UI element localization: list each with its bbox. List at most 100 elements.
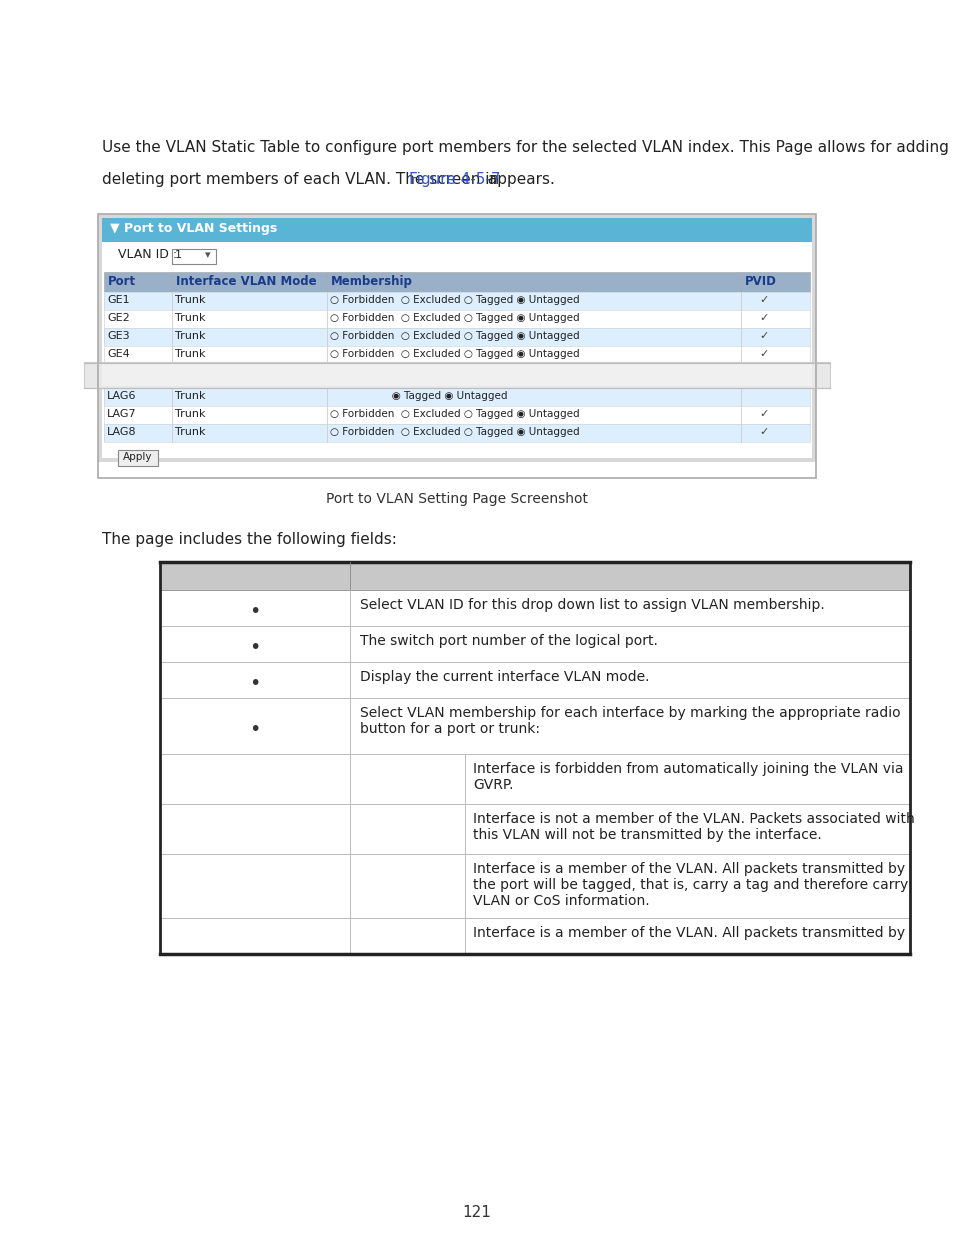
Text: Trunk: Trunk — [174, 331, 205, 341]
Bar — [104, 388, 809, 406]
Text: Trunk: Trunk — [174, 312, 205, 324]
Text: Interface VLAN Mode: Interface VLAN Mode — [175, 275, 316, 288]
Bar — [98, 214, 815, 462]
Text: •: • — [249, 674, 260, 693]
Bar — [84, 362, 829, 388]
Bar — [172, 272, 327, 291]
Bar — [327, 291, 740, 310]
Bar — [327, 310, 740, 329]
Bar — [104, 310, 809, 329]
Bar — [172, 424, 327, 442]
Text: Select VLAN membership for each interface by marking the appropriate radio
butto: Select VLAN membership for each interfac… — [359, 706, 900, 736]
Text: Port: Port — [108, 275, 136, 288]
Bar — [172, 346, 327, 364]
Bar — [172, 291, 327, 310]
Text: ✓: ✓ — [759, 295, 767, 305]
Bar — [102, 219, 811, 242]
Text: ✓: ✓ — [759, 331, 767, 341]
Text: ○ Forbidden  ○ Excluded ○ Tagged ◉ Untagged: ○ Forbidden ○ Excluded ○ Tagged ◉ Untagg… — [330, 427, 579, 437]
Bar — [160, 562, 909, 590]
Text: GE1: GE1 — [107, 295, 130, 305]
Text: •: • — [249, 720, 260, 739]
Bar — [740, 406, 809, 424]
Text: ○ Forbidden  ○ Excluded ○ Tagged ◉ Untagged: ○ Forbidden ○ Excluded ○ Tagged ◉ Untagg… — [330, 312, 579, 324]
Bar — [740, 291, 809, 310]
Text: GE3: GE3 — [107, 331, 130, 341]
Text: Interface is a member of the VLAN. All packets transmitted by
the port will be t: Interface is a member of the VLAN. All p… — [473, 862, 907, 909]
Text: GE2: GE2 — [107, 312, 130, 324]
Text: LAG8: LAG8 — [107, 427, 136, 437]
Bar — [327, 346, 740, 364]
Bar — [104, 329, 809, 346]
Bar — [98, 214, 815, 478]
Text: LAG6: LAG6 — [107, 391, 136, 401]
Bar — [104, 346, 172, 364]
Bar — [327, 406, 740, 424]
Bar — [740, 272, 809, 291]
Text: ○ Forbidden  ○ Excluded ○ Tagged ◉ Untagged: ○ Forbidden ○ Excluded ○ Tagged ◉ Untagg… — [330, 331, 579, 341]
Bar — [104, 272, 172, 291]
Text: ✓: ✓ — [759, 427, 767, 437]
Text: VLAN ID :: VLAN ID : — [118, 248, 181, 261]
Text: GE4: GE4 — [107, 350, 130, 359]
Text: ▼ Port to VLAN Settings: ▼ Port to VLAN Settings — [110, 222, 277, 235]
Bar — [160, 853, 909, 918]
Bar — [172, 310, 327, 329]
Bar — [172, 406, 327, 424]
Text: Figure 4-5-7: Figure 4-5-7 — [409, 172, 500, 186]
Bar — [104, 346, 809, 364]
Text: Trunk: Trunk — [174, 409, 205, 419]
Bar — [172, 329, 327, 346]
Bar — [160, 918, 909, 953]
Bar — [172, 249, 215, 264]
Bar — [160, 626, 909, 662]
Bar — [160, 804, 909, 853]
Text: Interface is not a member of the VLAN. Packets associated with
this VLAN will no: Interface is not a member of the VLAN. P… — [473, 811, 914, 842]
Bar — [102, 219, 811, 458]
Bar — [160, 698, 909, 755]
Text: ✓: ✓ — [759, 409, 767, 419]
Text: Display the current interface VLAN mode.: Display the current interface VLAN mode. — [359, 671, 649, 684]
Bar — [740, 329, 809, 346]
Bar — [104, 329, 172, 346]
Bar — [327, 272, 740, 291]
Bar — [160, 662, 909, 698]
Bar — [102, 364, 811, 387]
Text: Select VLAN ID for this drop down list to assign VLAN membership.: Select VLAN ID for this drop down list t… — [359, 598, 824, 613]
Text: Trunk: Trunk — [174, 391, 205, 401]
Bar — [118, 450, 158, 466]
Bar — [160, 590, 909, 626]
Text: 121: 121 — [462, 1205, 491, 1220]
Text: Interface is forbidden from automatically joining the VLAN via
GVRP.: Interface is forbidden from automaticall… — [473, 762, 902, 792]
Text: ○ Forbidden  ○ Excluded ○ Tagged ◉ Untagged: ○ Forbidden ○ Excluded ○ Tagged ◉ Untagg… — [330, 350, 579, 359]
Text: ▾: ▾ — [205, 249, 211, 261]
Text: ✓: ✓ — [759, 312, 767, 324]
Text: ◉ Tagged ◉ Untagged: ◉ Tagged ◉ Untagged — [330, 391, 507, 401]
Bar — [104, 291, 809, 310]
Text: Trunk: Trunk — [174, 295, 205, 305]
Text: ○ Forbidden  ○ Excluded ○ Tagged ◉ Untagged: ○ Forbidden ○ Excluded ○ Tagged ◉ Untagg… — [330, 295, 579, 305]
Text: •: • — [249, 601, 260, 621]
Text: appears.: appears. — [483, 172, 555, 186]
Bar — [740, 346, 809, 364]
Bar — [327, 329, 740, 346]
Bar — [172, 388, 327, 406]
Text: ○ Forbidden  ○ Excluded ○ Tagged ◉ Untagged: ○ Forbidden ○ Excluded ○ Tagged ◉ Untagg… — [330, 409, 579, 419]
Text: Port to VLAN Setting Page Screenshot: Port to VLAN Setting Page Screenshot — [326, 492, 587, 506]
Bar — [104, 424, 172, 442]
Text: PVID: PVID — [744, 275, 776, 288]
Text: deleting port members of each VLAN. The screen in: deleting port members of each VLAN. The … — [102, 172, 503, 186]
Text: Trunk: Trunk — [174, 427, 205, 437]
Text: Interface is a member of the VLAN. All packets transmitted by: Interface is a member of the VLAN. All p… — [473, 926, 904, 940]
Bar — [104, 291, 172, 310]
Text: 1: 1 — [174, 249, 182, 261]
Bar — [104, 388, 172, 406]
Bar — [740, 310, 809, 329]
Bar — [740, 424, 809, 442]
Bar — [160, 755, 909, 804]
Text: The switch port number of the logical port.: The switch port number of the logical po… — [359, 634, 658, 648]
Bar — [327, 424, 740, 442]
Text: Membership: Membership — [331, 275, 413, 288]
Bar — [740, 388, 809, 406]
Bar — [104, 424, 809, 442]
